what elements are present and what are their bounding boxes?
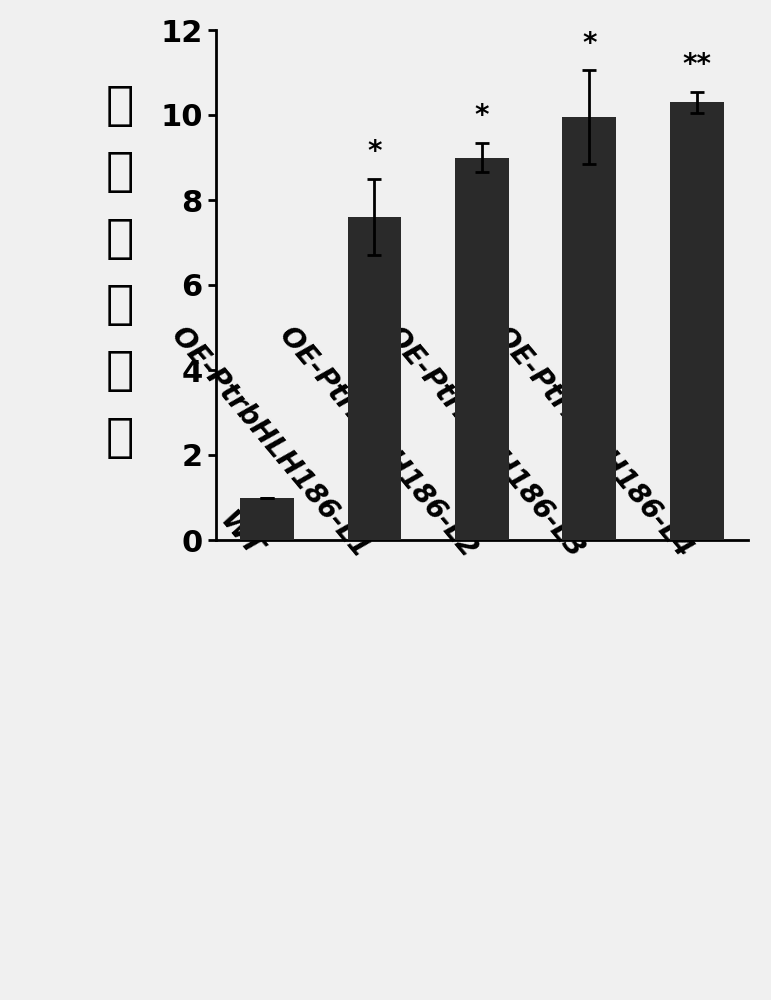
Bar	[348, 217, 401, 540]
Text: 平: 平	[106, 416, 134, 461]
Text: 表: 表	[106, 217, 134, 262]
Text: *: *	[582, 30, 597, 58]
Text: 水: 水	[106, 349, 134, 394]
Text: 相: 相	[106, 84, 134, 129]
Text: **: **	[682, 51, 712, 79]
Bar	[455, 157, 509, 540]
Text: 对: 对	[106, 150, 134, 195]
Text: *: *	[367, 138, 382, 166]
Text: *: *	[475, 102, 489, 130]
Bar	[240, 498, 294, 540]
Text: 达: 达	[106, 283, 134, 328]
Bar	[563, 117, 616, 540]
Bar	[670, 102, 724, 540]
